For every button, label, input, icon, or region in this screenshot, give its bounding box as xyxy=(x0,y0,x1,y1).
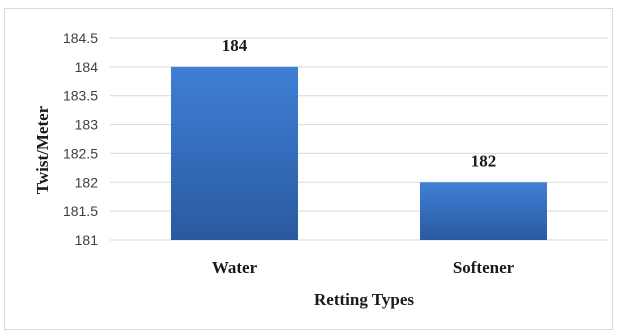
y-axis-ticks: 181 181.5 182 182.5 183 183.5 184 184.5 xyxy=(63,30,98,248)
y-tick-label: 183 xyxy=(75,117,99,133)
y-tick-label: 182 xyxy=(75,174,99,190)
y-tick-label: 184 xyxy=(75,59,99,75)
category-label-softener: Softener xyxy=(453,258,515,277)
y-tick-label: 182.5 xyxy=(63,145,98,161)
y-tick-label: 183.5 xyxy=(63,88,98,104)
bar-water xyxy=(171,66,298,240)
y-tick-label: 181.5 xyxy=(63,203,98,219)
category-label-water: Water xyxy=(212,258,258,277)
chart-frame xyxy=(4,8,613,330)
x-axis-title: Retting Types xyxy=(314,290,414,309)
data-label-softener: 182 xyxy=(471,151,497,170)
y-axis-title: Twist/Meter xyxy=(33,105,52,194)
y-tick-label: 184.5 xyxy=(63,30,98,46)
y-tick-label: 181 xyxy=(75,232,99,248)
bar-softener xyxy=(420,182,547,240)
x-axis-categories: Water Softener xyxy=(212,258,515,277)
data-label-water: 184 xyxy=(222,36,248,55)
data-labels: 184 182 xyxy=(222,36,497,170)
bars xyxy=(171,66,547,240)
